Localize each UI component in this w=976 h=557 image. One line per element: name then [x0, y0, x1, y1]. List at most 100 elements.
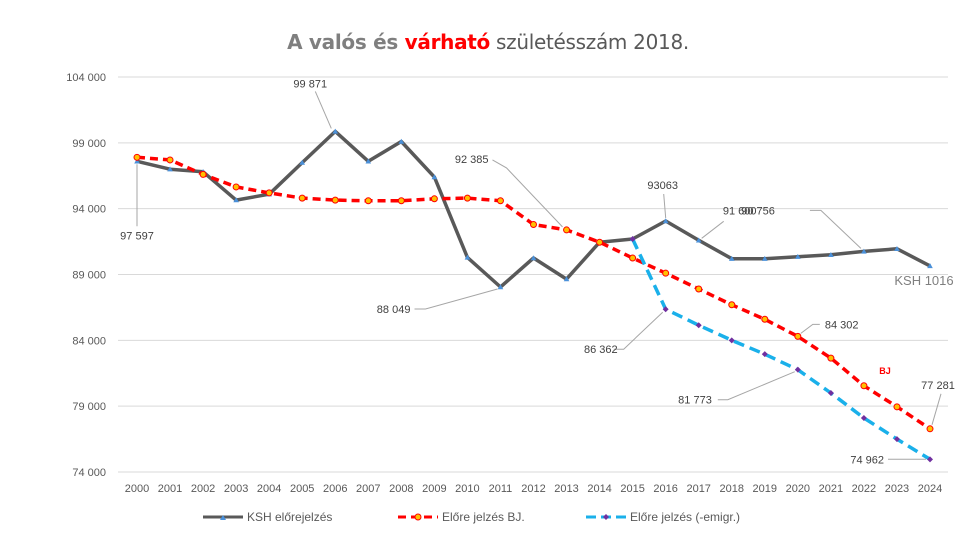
data-label: 84 302 [825, 319, 859, 331]
legend-swatch-ksh [203, 515, 243, 520]
data-point-marker [530, 220, 537, 228]
data-point-marker [695, 285, 703, 293]
x-tick-label: 2015 [620, 483, 644, 495]
x-tick-label: 2002 [191, 483, 215, 495]
x-tick-label: 2001 [158, 483, 182, 495]
data-point-marker [927, 456, 933, 463]
x-tick-label: 2016 [653, 483, 677, 495]
x-tick-label: 2023 [885, 483, 909, 495]
data-point-marker [431, 174, 438, 180]
ksh-note-label: KSH 1016 [894, 273, 953, 288]
bj-note-label: BJ [879, 366, 891, 376]
text-notes: KSH 1016 BJ [879, 273, 953, 376]
annotation-leader-line [613, 311, 664, 350]
x-tick-label: 2007 [356, 483, 380, 495]
y-tick-label: 99 000 [72, 138, 106, 150]
series-1 [133, 153, 934, 433]
data-label: 93063 [647, 180, 678, 192]
data-point-marker [464, 254, 471, 260]
legend-item-emigr[interactable]: Előre jelzés (-emigr.) [586, 510, 740, 524]
y-tick-label: 84 000 [72, 335, 106, 347]
data-point-marker [629, 254, 637, 262]
annotation-leader-line [717, 371, 795, 401]
data-point-marker [662, 306, 669, 313]
x-tick-label: 2013 [554, 483, 578, 495]
data-point-marker [861, 248, 867, 254]
x-tick-label: 2009 [422, 483, 446, 495]
data-label: 97 597 [120, 230, 154, 242]
data-point-marker [530, 255, 537, 261]
data-point-marker [728, 255, 735, 261]
data-point-marker [332, 128, 339, 134]
data-point-marker [199, 170, 207, 178]
x-tick-label: 2012 [521, 483, 545, 495]
annotation-leader-line [931, 393, 942, 425]
x-tick-label: 2005 [290, 483, 314, 495]
data-point-marker [894, 246, 900, 252]
annotation-leader-line [314, 91, 332, 129]
data-point-marker [927, 263, 933, 269]
data-point-marker [133, 153, 141, 161]
x-tick-label: 2011 [489, 483, 513, 495]
x-tick-label: 2020 [786, 483, 810, 495]
gridlines [118, 76, 948, 473]
data-label: 74 962 [850, 454, 884, 466]
series-2 [629, 235, 933, 463]
x-tick-label: 2004 [257, 483, 281, 495]
legend-label-bj: Előre jelzés BJ. [442, 510, 525, 524]
y-tick-label: 89 000 [72, 270, 106, 282]
data-label: 88 049 [377, 304, 411, 316]
data-point-marker [795, 253, 801, 259]
data-point-marker [860, 415, 867, 422]
data-point-marker [728, 301, 736, 309]
data-point-marker [662, 218, 669, 224]
y-tick-label: 79 000 [72, 401, 106, 413]
data-point-marker [695, 322, 702, 329]
legend-item-ksh[interactable]: KSH előrejelzés [203, 510, 332, 524]
data-point-marker [828, 251, 834, 257]
data-point-marker [563, 226, 571, 234]
legend-label-ksh: KSH előrejelzés [247, 510, 333, 524]
x-tick-label: 2019 [753, 483, 777, 495]
y-axis-ticks: 74 000 79 000 84 000 89 000 94 000 99 000 104 … [66, 72, 106, 479]
data-point-marker [430, 195, 438, 203]
data-label: 92 385 [455, 154, 489, 166]
annotation-leader-line [414, 288, 498, 310]
annotation-leader-line [701, 220, 725, 239]
data-point-marker [134, 158, 140, 164]
data-label: 77 281 [921, 380, 955, 392]
series-line [631, 238, 931, 461]
data-point-marker [167, 166, 173, 172]
x-tick-label: 2010 [455, 483, 479, 495]
data-point-marker [794, 332, 802, 340]
x-tick-label: 2003 [224, 483, 248, 495]
x-tick-label: 2017 [686, 483, 710, 495]
data-point-marker [728, 337, 735, 344]
x-tick-label: 2014 [587, 483, 611, 495]
data-point-marker [364, 197, 372, 205]
x-tick-label: 2000 [125, 483, 149, 495]
chart-title: A valós és várható születésszám 2018. [0, 30, 976, 54]
data-point-marker [761, 351, 768, 358]
annotation-leader-line [663, 193, 667, 219]
annotation-leader-line [492, 159, 563, 228]
x-tick-label: 2018 [720, 483, 744, 495]
data-point-marker [827, 390, 834, 396]
y-tick-label: 104 000 [66, 72, 106, 84]
data-point-marker [298, 194, 306, 202]
data-point-marker [233, 197, 239, 203]
data-label: 99 871 [293, 78, 327, 90]
data-point-marker [497, 284, 504, 290]
data-label: 90 756 [741, 205, 775, 217]
x-tick-label: 2021 [819, 483, 843, 495]
data-point-marker [232, 183, 240, 191]
legend-item-bj[interactable]: Előre jelzés BJ. [398, 510, 525, 524]
data-point-marker [761, 255, 768, 261]
data-point-marker [299, 159, 306, 165]
title-part-1: A valós és [287, 30, 405, 54]
title-part-3: születésszám 2018. [489, 30, 689, 54]
title-part-highlight: várható [404, 30, 491, 54]
data-point-marker [893, 403, 901, 411]
data-point-marker [662, 269, 670, 277]
